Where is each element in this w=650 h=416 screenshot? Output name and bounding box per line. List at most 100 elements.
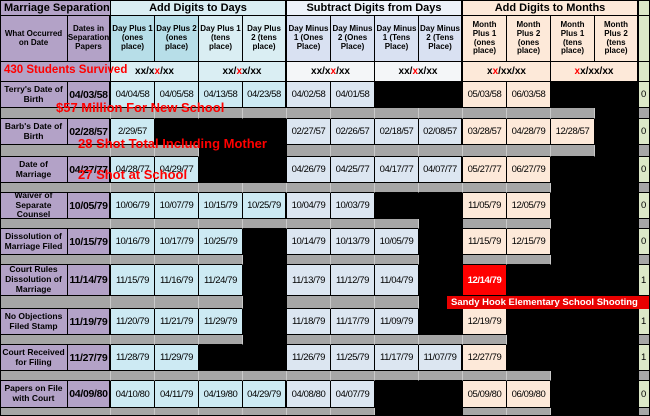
row-label[interactable]: Barb's Date of Birth <box>0 119 68 145</box>
cell-date-value[interactable]: 11/24/79 <box>199 265 243 296</box>
cell-redacted[interactable] <box>595 157 639 183</box>
cell-separation-date[interactable]: 11/27/79 <box>68 345 111 371</box>
cell-date-value[interactable]: 04/28/79 <box>507 119 551 145</box>
cell-date-value[interactable]: 10/17/79 <box>155 229 199 255</box>
cell-separation-date[interactable]: 10/05/79 <box>68 193 111 219</box>
cell-redacted[interactable] <box>199 119 243 145</box>
cell-date-value[interactable]: 02/27/57 <box>287 119 331 145</box>
cell-date-value[interactable]: 02/08/57 <box>419 119 463 145</box>
column-header[interactable]: Day Minus 1 (Tens Place) <box>375 16 419 62</box>
cell-date-value[interactable]: 11/12/79 <box>331 265 375 296</box>
column-header[interactable]: What Occurred on Date <box>0 16 68 62</box>
cell-redacted[interactable] <box>243 265 287 296</box>
cell-date-value[interactable]: 11/25/79 <box>331 345 375 371</box>
row-label[interactable]: No Objections Filed Stamp <box>0 309 68 335</box>
cell-date-value[interactable]: 10/07/79 <box>155 193 199 219</box>
cell-redacted[interactable] <box>551 193 595 219</box>
cell-redacted[interactable] <box>551 345 595 371</box>
cell-date-value[interactable]: 10/13/79 <box>331 229 375 255</box>
cell-date-value[interactable]: 10/06/79 <box>111 193 155 219</box>
cell-date-value[interactable]: 11/15/79 <box>463 229 507 255</box>
cell-date-value[interactable]: 04/07/79 <box>331 381 375 408</box>
group-header-add-digits-days[interactable]: Add Digits to Days <box>111 0 287 16</box>
cell-date-value[interactable]: 12/15/79 <box>507 229 551 255</box>
cell-redacted[interactable] <box>595 229 639 255</box>
cell-redacted[interactable] <box>243 345 287 371</box>
cell-date-value[interactable]: 10/04/79 <box>287 193 331 219</box>
cell-date-value[interactable]: 04/23/58 <box>243 82 287 108</box>
cell-redacted[interactable] <box>375 82 419 108</box>
cell-date-value[interactable]: 04/05/58 <box>155 82 199 108</box>
cell-date-value[interactable]: 05/09/80 <box>463 381 507 408</box>
column-header[interactable]: Day Minus 1 (Ones Place) <box>287 16 331 62</box>
cell-date-value[interactable]: 10/05/79 <box>375 229 419 255</box>
cell-date-value[interactable]: 12/05/79 <box>507 193 551 219</box>
row-label[interactable]: Date of Marriage <box>0 157 68 183</box>
cell-separation-date[interactable]: 10/15/79 <box>68 229 111 255</box>
cell-date-value[interactable]: 11/20/79 <box>111 309 155 335</box>
cell-date-value[interactable]: 11/18/79 <box>287 309 331 335</box>
cell-redacted[interactable] <box>243 157 287 183</box>
column-header[interactable]: Month Plus 1 (tens place) <box>551 16 595 62</box>
cell-separation-date[interactable]: 02/28/57 <box>68 119 111 145</box>
cell-date-value[interactable]: 2/29/57 <box>111 119 155 145</box>
cell-redacted[interactable] <box>375 381 419 408</box>
cell-date-value[interactable]: 04/19/80 <box>199 381 243 408</box>
cell-date-value[interactable]: 04/11/79 <box>155 381 199 408</box>
cell-date-value[interactable]: 04/28/77 <box>111 157 155 183</box>
cell-date-value[interactable]: 11/09/79 <box>375 309 419 335</box>
cell-redacted[interactable] <box>507 265 551 296</box>
cell-date-value[interactable]: 11/21/79 <box>155 309 199 335</box>
cell-date-value[interactable]: 10/25/79 <box>199 229 243 255</box>
cell-separation-date[interactable]: 11/14/79 <box>68 265 111 296</box>
cell-redacted[interactable] <box>595 345 639 371</box>
column-header[interactable]: Day Minus 2 (Tens Place) <box>419 16 463 62</box>
row-label[interactable]: Court Received for Filing <box>0 345 68 371</box>
cell-date-value[interactable]: 04/29/79 <box>243 381 287 408</box>
cell-date-value[interactable]: 04/07/77 <box>419 157 463 183</box>
row-label[interactable]: Waiver of Separate Counsel <box>0 193 68 219</box>
group-header-add-digits-months[interactable]: Add Digits to Months <box>463 0 639 16</box>
cell-redacted[interactable] <box>243 309 287 335</box>
row-label[interactable]: Papers on File with Court <box>0 381 68 408</box>
cell-redacted[interactable] <box>595 381 639 408</box>
cell-date-value[interactable]: 12/19/79 <box>463 309 507 335</box>
cell-separation-date[interactable]: 04/09/80 <box>68 381 111 408</box>
cell-date-value[interactable]: 11/15/79 <box>111 265 155 296</box>
cell-redacted[interactable] <box>595 265 639 296</box>
cell-date-value[interactable]: 02/18/57 <box>375 119 419 145</box>
cell-date-value[interactable]: 04/01/58 <box>331 82 375 108</box>
cell-date-value[interactable]: 04/08/80 <box>287 381 331 408</box>
column-header[interactable]: Day Plus 2 (ones place) <box>155 16 199 62</box>
cell-redacted[interactable] <box>199 157 243 183</box>
cell-redacted[interactable] <box>595 309 639 335</box>
cell-redacted[interactable] <box>243 229 287 255</box>
cell-redacted[interactable] <box>507 309 551 335</box>
mask-row-label-area[interactable] <box>0 62 111 82</box>
cell-date-value[interactable]: 10/15/79 <box>199 193 243 219</box>
column-header[interactable]: Day Plus 2 (tens place) <box>243 16 287 62</box>
row-label[interactable]: Dissolution of Marriage Filed <box>0 229 68 255</box>
cell-redacted[interactable] <box>551 309 595 335</box>
cell-redacted[interactable] <box>595 82 639 108</box>
cell-separation-date[interactable]: 04/27/77 <box>68 157 111 183</box>
cell-redacted[interactable] <box>419 229 463 255</box>
cell-date-value[interactable]: 11/13/79 <box>287 265 331 296</box>
cell-date-value[interactable]: 12/27/79 <box>463 345 507 371</box>
cell-date-value[interactable]: 04/17/77 <box>375 157 419 183</box>
cell-date-value[interactable]: 04/10/80 <box>111 381 155 408</box>
cell-date-value[interactable]: 11/04/79 <box>375 265 419 296</box>
cell-redacted[interactable] <box>551 157 595 183</box>
cell-date-value[interactable]: 10/14/79 <box>287 229 331 255</box>
cell-redacted[interactable] <box>375 193 419 219</box>
cell-date-value[interactable]: 04/25/77 <box>331 157 375 183</box>
group-header-marriage-separation[interactable]: Marriage Separation <box>0 0 111 16</box>
cell-redacted[interactable] <box>595 119 639 145</box>
cell-redacted[interactable] <box>419 381 463 408</box>
cell-redacted[interactable] <box>551 381 595 408</box>
cell-date-value[interactable]: 10/25/79 <box>243 193 287 219</box>
